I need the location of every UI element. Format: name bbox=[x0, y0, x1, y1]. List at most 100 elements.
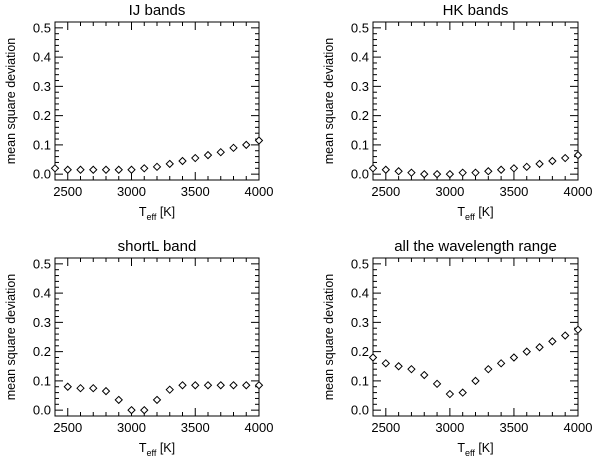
data-point bbox=[63, 165, 72, 174]
data-point bbox=[76, 383, 85, 393]
y-tick-label: 0.3 bbox=[351, 79, 369, 94]
data-point bbox=[509, 164, 519, 173]
chart-panel-1: IJ bands 2500 3000 3500 4000 0.0 0.1 0.2 0.3 0.4 0… bbox=[4, 2, 273, 222]
data-point bbox=[560, 153, 570, 163]
data-point bbox=[381, 165, 391, 174]
data-point bbox=[471, 168, 480, 177]
data-point bbox=[178, 156, 187, 166]
y-tick-label: 0.2 bbox=[33, 108, 51, 123]
data-point bbox=[548, 156, 557, 166]
x-tick-label: 3000 bbox=[117, 420, 146, 435]
data-point bbox=[89, 165, 98, 174]
data-point bbox=[407, 168, 416, 177]
data-point bbox=[140, 405, 149, 415]
data-point bbox=[114, 165, 123, 174]
plot-frame bbox=[54, 21, 260, 181]
data-point bbox=[484, 167, 493, 176]
data-point bbox=[216, 147, 225, 157]
x-tick-label: 4000 bbox=[564, 420, 593, 435]
y-tick-label: 0.3 bbox=[33, 79, 51, 94]
data-point bbox=[496, 165, 506, 174]
y-tick-label: 0.3 bbox=[33, 315, 51, 330]
y-tick-label: 0.0 bbox=[33, 167, 51, 182]
data-point bbox=[127, 405, 136, 415]
data-point bbox=[242, 140, 251, 150]
y-tick-label: 0.0 bbox=[351, 403, 369, 418]
data-point bbox=[203, 150, 213, 160]
x-tick-label: 4000 bbox=[564, 184, 593, 199]
data-point bbox=[76, 165, 85, 174]
chart-panel-3: shortL band 2500 3000 3500 4000 0.0 0.1 0.2 0.3 0… bbox=[4, 238, 273, 458]
data-point bbox=[165, 385, 174, 394]
x-tick-label: 3500 bbox=[499, 184, 528, 199]
y-tick-label: 0.0 bbox=[33, 403, 51, 418]
x-tick-label: 3500 bbox=[181, 420, 210, 435]
data-point bbox=[484, 364, 493, 374]
data-point bbox=[432, 169, 442, 179]
data-point bbox=[381, 359, 391, 368]
data-point bbox=[445, 389, 455, 399]
data-point bbox=[573, 325, 583, 334]
x-tick-label: 2500 bbox=[53, 420, 82, 435]
data-point bbox=[573, 150, 583, 160]
data-point bbox=[420, 169, 429, 179]
x-tick-label: 3500 bbox=[181, 184, 210, 199]
data-point bbox=[140, 164, 149, 173]
data-point bbox=[50, 164, 60, 173]
chart-title: shortL band bbox=[118, 238, 197, 255]
y-tick-label: 0.5 bbox=[351, 20, 369, 35]
y-tick-label: 0.0 bbox=[351, 167, 369, 182]
y-axis-label: mean square deviation bbox=[322, 38, 336, 165]
y-tick-label: 0.3 bbox=[351, 315, 369, 330]
x-tick-label: 4000 bbox=[245, 184, 274, 199]
data-point bbox=[203, 381, 213, 390]
data-point bbox=[522, 162, 531, 172]
y-tick-label: 0.5 bbox=[33, 20, 51, 35]
data-point bbox=[254, 136, 264, 145]
data-point bbox=[471, 376, 480, 386]
y-axis-label: mean square deviation bbox=[4, 274, 18, 401]
y-axis-label: mean square deviation bbox=[322, 274, 336, 401]
data-point bbox=[242, 381, 251, 390]
y-tick-label: 0.1 bbox=[351, 373, 369, 388]
data-point bbox=[101, 165, 111, 174]
data-point bbox=[63, 382, 72, 391]
y-tick-label: 0.5 bbox=[351, 256, 369, 271]
data-point bbox=[254, 381, 264, 390]
data-point bbox=[509, 353, 519, 362]
chart-title: HK bands bbox=[443, 2, 509, 19]
data-point bbox=[368, 353, 378, 362]
data-point bbox=[127, 165, 136, 174]
data-point bbox=[229, 381, 238, 390]
data-point bbox=[458, 388, 467, 397]
x-axis-label: Teff [K] bbox=[457, 441, 493, 458]
y-tick-label: 0.4 bbox=[33, 50, 51, 65]
data-point bbox=[458, 168, 467, 177]
data-point bbox=[496, 359, 506, 368]
data-point bbox=[152, 162, 162, 172]
y-tick-label: 0.2 bbox=[33, 344, 51, 359]
x-tick-label: 2500 bbox=[371, 184, 400, 199]
y-tick-label: 0.5 bbox=[33, 256, 51, 271]
data-point bbox=[114, 395, 123, 405]
y-tick-label: 0.2 bbox=[351, 344, 369, 359]
y-tick-label: 0.1 bbox=[33, 373, 51, 388]
data-point bbox=[89, 383, 98, 393]
y-tick-label: 0.4 bbox=[351, 286, 369, 301]
chart-title: all the wavelength range bbox=[394, 238, 557, 255]
data-point bbox=[101, 386, 111, 396]
plot-frame bbox=[372, 21, 579, 181]
x-tick-label: 3000 bbox=[435, 420, 464, 435]
data-point bbox=[152, 395, 162, 405]
data-point bbox=[191, 381, 200, 390]
x-tick-label: 4000 bbox=[245, 420, 274, 435]
data-point bbox=[535, 343, 544, 352]
y-tick-label: 0.1 bbox=[33, 137, 51, 152]
plot-frame bbox=[54, 257, 260, 417]
data-point bbox=[368, 164, 378, 173]
x-axis-label: Teff [K] bbox=[139, 205, 175, 222]
data-point bbox=[216, 381, 225, 390]
x-tick-label: 2500 bbox=[371, 420, 400, 435]
chart-panel-2: HK bands 2500 3000 3500 4000 0.0 0.1 0.2 0.3 0.4 0… bbox=[322, 2, 592, 222]
